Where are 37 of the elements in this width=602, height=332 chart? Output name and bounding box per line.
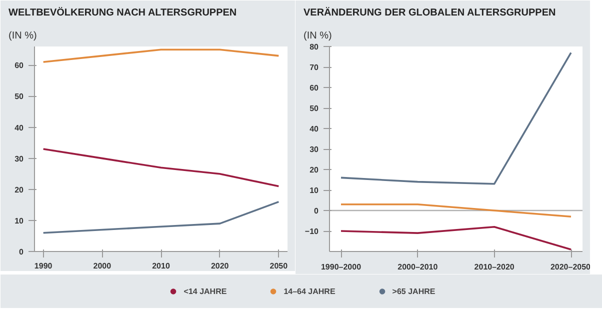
- x-tick-label: 1990: [34, 262, 53, 270]
- chart-subtitle: (IN %): [8, 30, 37, 42]
- x-tick-label: 2000: [93, 262, 112, 270]
- line-series: [42, 148, 280, 188]
- line-series: [42, 200, 280, 234]
- y-tick-label: −10: [304, 227, 320, 236]
- y-tick-label: 40: [14, 123, 24, 132]
- legend-label: >65 JAHRE: [392, 286, 436, 296]
- x-tick-label: 2020–2050: [550, 262, 592, 272]
- legend-label: <14 JAHRE: [184, 286, 227, 296]
- y-tick-label: 0: [19, 248, 24, 256]
- line-series: [340, 52, 572, 185]
- y-tick-label: 0: [314, 206, 320, 216]
- x-tick-label: 2050: [270, 262, 288, 270]
- y-tick-label: 50: [14, 92, 24, 102]
- legend-label: 14–64 JAHRE: [284, 286, 336, 296]
- x-tick-label: 2000–2010: [398, 262, 438, 272]
- x-tick-label: 2010–2020: [474, 262, 515, 272]
- x-tick-label: 2020: [210, 262, 230, 270]
- y-tick-label: 70: [310, 63, 320, 72]
- y-tick-label: 10: [310, 186, 320, 195]
- x-tick-label: 2010: [152, 262, 170, 270]
- y-tick-label: 60: [14, 61, 24, 70]
- y-tick-label: 30: [310, 145, 320, 154]
- chart-title: VERÄNDERUNG DER GLOBALEN ALTERSGRUPPEN: [304, 6, 556, 18]
- chart-title: WELTBEVÖLKERUNG NACH ALTERSGRUPPEN: [8, 6, 237, 18]
- y-tick-label: 40: [310, 124, 320, 134]
- y-tick-label: 60: [310, 84, 320, 92]
- y-tick-label: 20: [310, 166, 320, 174]
- line-series: [340, 226, 572, 250]
- y-tick-label: 50: [310, 104, 320, 113]
- y-tick-label: 30: [14, 154, 24, 164]
- y-tick-label: 10: [14, 216, 24, 226]
- y-tick-label: 80: [310, 42, 320, 52]
- x-tick-label: 1990–2000: [320, 262, 362, 272]
- y-tick-label: 20: [14, 185, 24, 194]
- chart-subtitle: (IN %): [304, 30, 332, 42]
